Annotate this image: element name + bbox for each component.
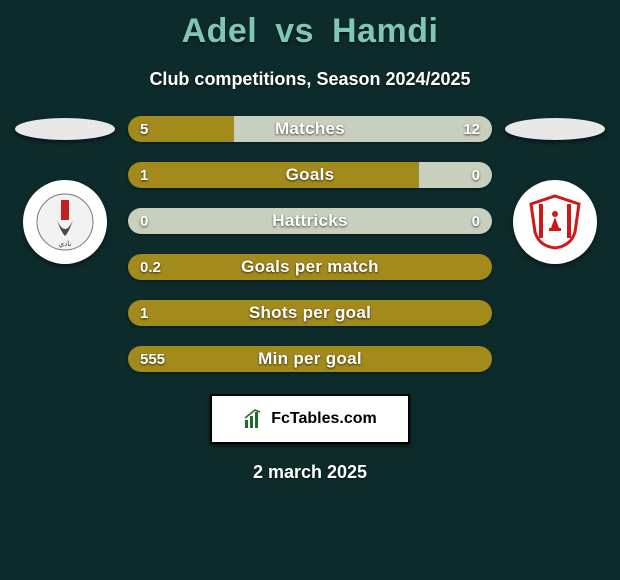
bar-label: Min per goal	[128, 346, 492, 372]
bar-left-value: 1	[140, 162, 148, 188]
right-column	[500, 116, 610, 264]
bar-label: Goals	[128, 162, 492, 188]
left-flag-icon	[15, 118, 115, 140]
stat-row: Matches5 12	[128, 116, 492, 142]
brand-chart-icon	[243, 408, 265, 430]
left-badge-svg: نادي	[35, 192, 95, 252]
comparison-card: Adel vs Hamdi Club competitions, Season …	[0, 0, 620, 580]
bar-left-value: 555	[140, 346, 165, 372]
right-club-badge	[513, 180, 597, 264]
left-column: نادي	[10, 116, 120, 264]
bar-left-value: 5	[140, 116, 148, 142]
brand-box[interactable]: FcTables.com	[210, 394, 410, 444]
player2-name: Hamdi	[332, 12, 438, 50]
brand-text: FcTables.com	[271, 410, 377, 428]
content-row: نادي Matches512Goals10Hattricks00Goals p…	[10, 116, 610, 372]
stat-row: Shots per goal1	[128, 300, 492, 326]
left-club-badge: نادي	[23, 180, 107, 264]
svg-text:نادي: نادي	[59, 240, 72, 248]
bar-right-value: 12	[463, 116, 480, 142]
right-flag-icon	[505, 118, 605, 140]
bar-label: Shots per goal	[128, 300, 492, 326]
bar-left-value: 1	[140, 300, 148, 326]
stat-row: Goals per match0.2	[128, 254, 492, 280]
bar-label: Matches	[128, 116, 492, 142]
stat-row: Hattricks0 0	[128, 208, 492, 234]
bar-left-value: 0.2	[140, 254, 161, 280]
player1-name: Adel	[182, 12, 258, 50]
bar-left-value: 0	[140, 208, 148, 234]
bar-right-value: 0	[472, 162, 480, 188]
bar-right-value: 0	[472, 208, 480, 234]
page-title: Adel vs Hamdi	[10, 12, 610, 51]
stat-row: Goals1 0	[128, 162, 492, 188]
vs-text: vs	[275, 12, 314, 50]
bar-label: Goals per match	[128, 254, 492, 280]
date-text: 2 march 2025	[10, 462, 610, 483]
subtitle: Club competitions, Season 2024/2025	[10, 69, 610, 90]
bar-label: Hattricks	[128, 208, 492, 234]
right-badge-svg	[525, 192, 585, 252]
stat-row: Min per goal555	[128, 346, 492, 372]
stat-bars: Matches512Goals10Hattricks00Goals per ma…	[128, 116, 492, 372]
